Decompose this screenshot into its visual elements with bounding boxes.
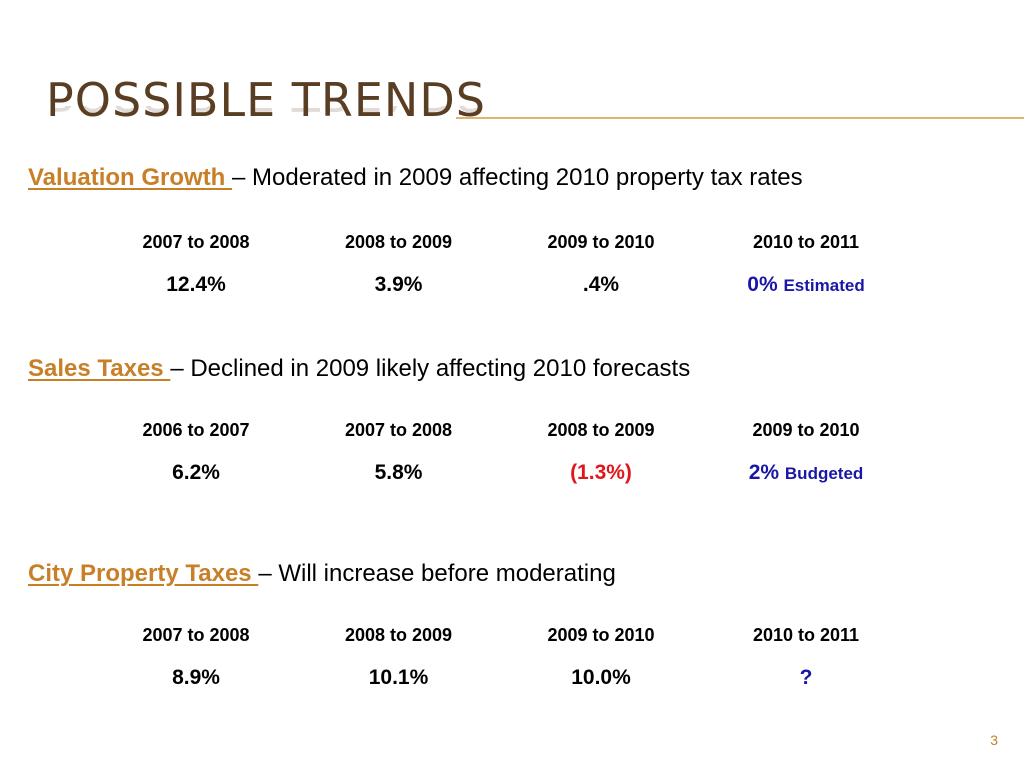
table-value-projection: 2% Budgeted [701,459,911,488]
table-header: 2007 to 2008 [344,420,453,440]
valuation-growth-link[interactable]: Valuation Growth [28,164,233,191]
table-value: .4% [582,273,620,296]
table-value: 5.8% [374,461,423,484]
table-header: 2010 to 2011 [752,625,860,645]
table-value: 8.9% [172,666,220,689]
table-header: 2008 to 2009 [344,232,453,252]
title-rule [456,117,1024,119]
budgeted-note: Budgeted [784,464,864,483]
table-header: 2008 to 2009 [547,420,655,440]
table-header: 2009 to 2010 [547,625,655,645]
section-sales-taxes: Sales Taxes – Declined in 2009 likely af… [28,354,690,384]
table-header: 2006 to 2007 [142,420,250,440]
table-value-negative: (1.3%) [570,461,632,484]
table-value: 10.1% [368,666,429,689]
sales-taxes-description: – Declined in 2009 likely affecting 2010… [170,355,691,382]
city-property-taxes-description: – Will increase before moderating [258,560,616,587]
table-header: 2009 to 2010 [752,420,860,440]
table-header: 2007 to 2008 [142,232,250,252]
projected-value: 2% [748,461,780,484]
section-city-property-taxes: City Property Taxes – Will increase befo… [28,559,616,589]
table-value: 10.0% [571,666,631,689]
sales-taxes-table: 2006 to 2007 2007 to 2008 2008 to 2009 2… [96,418,976,488]
projected-value: 0% [747,273,778,296]
slide-title: Possible Trends [46,73,486,127]
slide-title-reflection: Possible Trends [46,106,486,122]
city-property-taxes-link[interactable]: City Property Taxes [28,560,259,587]
table-header: 2008 to 2009 [344,625,453,645]
sales-taxes-link[interactable]: Sales Taxes [28,355,171,382]
city-property-taxes-table: 2007 to 2008 2008 to 2009 2009 to 2010 2… [96,623,976,692]
estimated-note: Estimated [783,276,865,295]
table-value: 12.4% [166,273,226,296]
table-value-projection: 0% Estimated [701,271,911,300]
table-header: 2009 to 2010 [547,232,655,252]
table-header: 2007 to 2008 [142,625,250,645]
valuation-growth-description: – Moderated in 2009 affecting 2010 prope… [232,164,803,191]
table-value: 6.2% [172,461,220,484]
section-valuation-growth: Valuation Growth – Moderated in 2009 aff… [28,163,803,193]
page-number: 3 [990,732,998,748]
valuation-growth-table: 2007 to 2008 2008 to 2009 2009 to 2010 2… [96,230,976,300]
table-value: 3.9% [374,273,423,296]
table-header: 2010 to 2011 [752,232,860,252]
table-value-projection: ? [799,666,813,689]
